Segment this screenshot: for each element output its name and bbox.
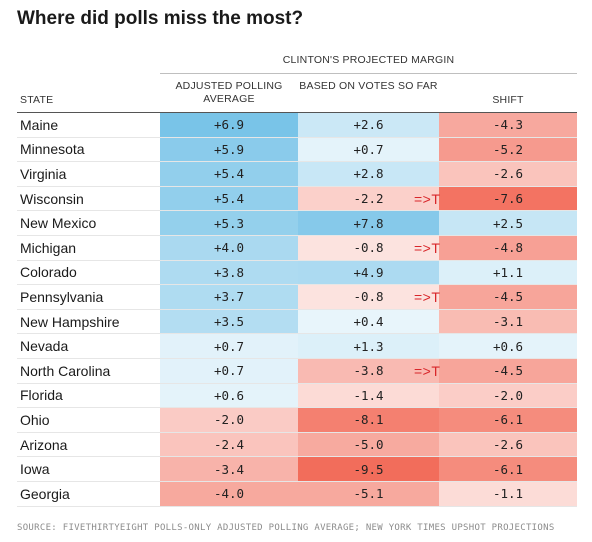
- votes-so-far-value: -0.8: [298, 285, 439, 309]
- group-header-clintons-margin: CLINTON'S PROJECTED MARGIN: [160, 54, 577, 74]
- polling-average-value: +0.7: [160, 334, 298, 358]
- votes-so-far-value: -5.1: [298, 481, 439, 506]
- shift-value: -5.2: [439, 137, 577, 162]
- state-name: Nevada: [20, 338, 69, 355]
- handwritten-annotation: =>T: [414, 288, 441, 305]
- state-name: Georgia: [20, 485, 70, 502]
- shift-value: -4.3: [439, 113, 577, 137]
- polling-average-value: +5.4: [160, 162, 298, 186]
- shift-value: -2.6: [439, 432, 577, 457]
- votes-so-far-value: -0.8: [298, 235, 439, 260]
- state-name: Florida: [20, 387, 63, 404]
- shift-value: -1.1: [439, 481, 577, 506]
- table-row: Iowa -3.4 -9.5 -6.1: [17, 457, 577, 482]
- votes-so-far-value: -2.2: [298, 186, 439, 211]
- table-row: North Carolina +0.7 -3.8 -4.5 =>T: [17, 358, 577, 384]
- polling-average-value: -4.0: [160, 481, 298, 506]
- shift-value: -3.1: [439, 309, 577, 334]
- handwritten-annotation: =>T: [414, 190, 441, 207]
- shift-value: -4.5: [439, 358, 577, 383]
- table-row: Wisconsin +5.4 -2.2 -7.6 =>T: [17, 186, 577, 212]
- state-name: New Hampshire: [20, 313, 120, 330]
- polling-average-value: +0.7: [160, 358, 298, 383]
- polling-average-value: +6.9: [160, 113, 298, 137]
- votes-so-far-value: +7.8: [298, 211, 439, 235]
- polling-average-value: +5.4: [160, 186, 298, 211]
- shift-value: -6.1: [439, 457, 577, 481]
- state-name: Wisconsin: [20, 190, 84, 207]
- column-header-votes-so-far: BASED ON VOTES SO FAR: [299, 80, 438, 92]
- votes-so-far-value: +0.4: [298, 309, 439, 334]
- polling-average-value: +3.7: [160, 285, 298, 309]
- shift-value: +1.1: [439, 260, 577, 285]
- column-header-polling-average: ADJUSTED POLLING AVERAGE: [175, 80, 283, 105]
- votes-so-far-value: -8.1: [298, 408, 439, 432]
- state-name: Ohio: [20, 411, 50, 428]
- table-row: Maine +6.9 +2.6 -4.3: [17, 113, 577, 138]
- state-name: Colorado: [20, 264, 77, 281]
- table-row: New Hampshire +3.5 +0.4 -3.1: [17, 309, 577, 335]
- votes-so-far-value: +1.3: [298, 334, 439, 358]
- shift-value: -2.6: [439, 162, 577, 186]
- state-name: Maine: [20, 116, 59, 133]
- column-header-shift: SHIFT: [492, 94, 524, 106]
- shift-value: -4.5: [439, 285, 577, 309]
- table-row: Michigan +4.0 -0.8 -4.8 =>T: [17, 235, 577, 261]
- table-row: New Mexico +5.3 +7.8 +2.5: [17, 211, 577, 236]
- votes-so-far-value: +2.6: [298, 113, 439, 137]
- state-name: Iowa: [20, 461, 50, 478]
- shift-value: -2.0: [439, 383, 577, 408]
- table-row: Georgia -4.0 -5.1 -1.1: [17, 481, 577, 507]
- state-name: Pennsylvania: [20, 288, 104, 305]
- shift-value: -6.1: [439, 408, 577, 432]
- state-name: New Mexico: [20, 215, 97, 232]
- polling-average-value: +4.0: [160, 235, 298, 260]
- votes-so-far-value: -3.8: [298, 358, 439, 383]
- table-row: Minnesota +5.9 +0.7 -5.2: [17, 137, 577, 163]
- shift-value: -7.6: [439, 186, 577, 211]
- shift-value: +0.6: [439, 334, 577, 358]
- votes-so-far-value: -1.4: [298, 383, 439, 408]
- handwritten-annotation: =>T: [414, 239, 441, 256]
- state-name: North Carolina: [20, 362, 111, 379]
- votes-so-far-value: -9.5: [298, 457, 439, 481]
- column-header-state: STATE: [20, 94, 54, 106]
- polling-average-value: +3.8: [160, 260, 298, 285]
- table-row: Ohio -2.0 -8.1 -6.1: [17, 408, 577, 433]
- state-name: Minnesota: [20, 141, 85, 158]
- votes-so-far-value: +0.7: [298, 137, 439, 162]
- votes-so-far-value: -5.0: [298, 432, 439, 457]
- polling-average-value: -2.4: [160, 432, 298, 457]
- votes-so-far-value: +2.8: [298, 162, 439, 186]
- polling-average-value: +5.9: [160, 137, 298, 162]
- shift-value: -4.8: [439, 235, 577, 260]
- table-row: Pennsylvania +3.7 -0.8 -4.5 =>T: [17, 285, 577, 310]
- page-title: Where did polls miss the most?: [17, 8, 304, 29]
- table-row: Nevada +0.7 +1.3 +0.6: [17, 334, 577, 359]
- polling-average-value: +0.6: [160, 383, 298, 408]
- handwritten-annotation: =>T: [414, 362, 441, 379]
- table-row: Arizona -2.4 -5.0 -2.6: [17, 432, 577, 458]
- polling-average-value: -3.4: [160, 457, 298, 481]
- shift-value: +2.5: [439, 211, 577, 235]
- polling-average-value: +3.5: [160, 309, 298, 334]
- table-row: Colorado +3.8 +4.9 +1.1: [17, 260, 577, 286]
- source-note: SOURCE: FIVETHIRTYEIGHT POLLS-ONLY ADJUS…: [17, 523, 555, 533]
- margin-table: Maine +6.9 +2.6 -4.3 Minnesota +5.9 +0.7 -5.2 Vi…: [17, 112, 577, 507]
- votes-so-far-value: +4.9: [298, 260, 439, 285]
- state-name: Arizona: [20, 436, 68, 453]
- polling-average-value: -2.0: [160, 408, 298, 432]
- state-name: Michigan: [20, 239, 77, 256]
- table-row: Florida +0.6 -1.4 -2.0: [17, 383, 577, 409]
- polling-average-value: +5.3: [160, 211, 298, 235]
- table-row: Virginia +5.4 +2.8 -2.6: [17, 162, 577, 187]
- state-name: Virginia: [20, 165, 67, 182]
